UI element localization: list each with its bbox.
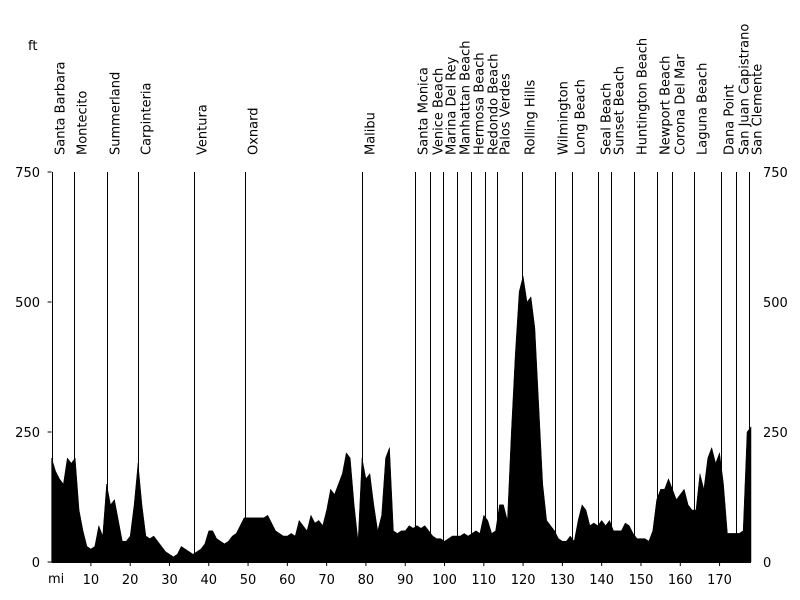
x-tick-label: 80 bbox=[358, 573, 375, 588]
town-label: Oxnard bbox=[247, 108, 262, 156]
town-label: Corona Del Mar bbox=[674, 54, 689, 155]
town-label: Long Beach bbox=[574, 79, 589, 155]
town-label: Newport Beach bbox=[659, 56, 674, 155]
y-tick-label-right: 250 bbox=[763, 426, 788, 441]
x-tick-label: 140 bbox=[589, 573, 614, 588]
elevation-area bbox=[51, 275, 752, 563]
town-label: Venice Beach bbox=[432, 68, 447, 155]
x-tick-label: 60 bbox=[279, 573, 296, 588]
y-tick-label: 250 bbox=[15, 426, 40, 441]
town-label: Palos Verdes bbox=[499, 73, 514, 155]
y-tick-label: 0 bbox=[32, 556, 40, 571]
x-tick-label: 50 bbox=[240, 573, 257, 588]
x-tick-label: 30 bbox=[161, 573, 178, 588]
town-label: Manhattan Beach bbox=[459, 41, 474, 155]
town-label: Malibu bbox=[364, 112, 379, 155]
x-tick-label: 10 bbox=[83, 573, 100, 588]
town-label: San Clemente bbox=[751, 64, 766, 155]
town-label: Laguna Beach bbox=[696, 63, 711, 155]
town-label: Sunset Beach bbox=[613, 66, 628, 155]
x-axis-label: mi bbox=[48, 572, 64, 587]
town-label: San Juan Capistrano bbox=[738, 24, 753, 155]
x-tick-label: 90 bbox=[397, 573, 414, 588]
town-label: Wilmington bbox=[557, 81, 572, 155]
x-tick-label: 130 bbox=[550, 573, 575, 588]
town-label: Rolling Hills bbox=[524, 80, 539, 155]
town-label: Montecito bbox=[76, 91, 91, 155]
town-label: Huntington Beach bbox=[636, 38, 651, 155]
x-tick-label: 110 bbox=[471, 573, 496, 588]
town-label: Carpinteria bbox=[140, 82, 155, 155]
x-tick-label: 120 bbox=[511, 573, 536, 588]
y-tick-label-right: 500 bbox=[763, 296, 788, 311]
town-label: Hermosa Beach bbox=[473, 52, 488, 155]
x-tick-label: 40 bbox=[200, 573, 217, 588]
x-tick-label: 70 bbox=[318, 573, 335, 588]
town-label: Santa Monica bbox=[417, 67, 432, 155]
town-label: Summerland bbox=[109, 72, 124, 155]
town-label: Ventura bbox=[196, 104, 211, 155]
x-tick-label: 160 bbox=[668, 573, 693, 588]
town-label: Seal Beach bbox=[600, 83, 615, 155]
y-axis-label: ft bbox=[28, 39, 37, 54]
town-label: Redondo Beach bbox=[487, 54, 502, 156]
y-tick-label: 500 bbox=[15, 296, 40, 311]
town-label: Marina Del Rey bbox=[445, 56, 460, 155]
x-tick-label: 150 bbox=[629, 573, 654, 588]
x-tick-label: 170 bbox=[707, 573, 732, 588]
y-tick-label: 750 bbox=[15, 166, 40, 181]
town-label: Santa Barbara bbox=[54, 62, 69, 155]
y-tick-label-right: 750 bbox=[763, 166, 788, 181]
x-tick-label: 20 bbox=[122, 573, 139, 588]
y-tick-label-right: 0 bbox=[763, 556, 771, 571]
x-tick-label: 100 bbox=[432, 573, 457, 588]
town-label: Dana Point bbox=[723, 84, 738, 155]
